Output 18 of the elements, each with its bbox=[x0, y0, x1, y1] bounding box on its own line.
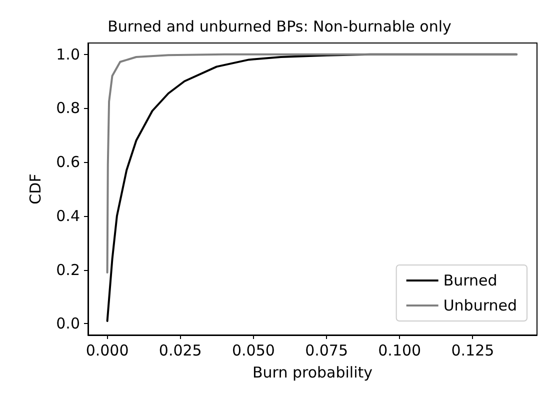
x-tick-label: 0.000 bbox=[86, 342, 129, 360]
line-series bbox=[106, 53, 518, 274]
x-tick-label: 0.075 bbox=[305, 342, 348, 360]
y-axis-title: CDF bbox=[26, 174, 44, 204]
x-tick-label: 0.125 bbox=[451, 342, 494, 360]
x-tick-label: 0.025 bbox=[158, 342, 202, 360]
legend-label: Burned bbox=[443, 272, 498, 290]
y-tick-label: 0.8 bbox=[56, 99, 80, 118]
y-tick-label: 0.2 bbox=[56, 260, 80, 279]
legend-label: Unburned bbox=[443, 296, 518, 314]
x-axis-title: Burn probability bbox=[252, 364, 373, 382]
y-tick-label: 0.4 bbox=[56, 206, 80, 225]
chart-title: Burned and unburned BPs: Non-burnable only bbox=[108, 18, 452, 36]
x-tick-label: 0.100 bbox=[378, 342, 422, 360]
x-tick-label: 0.050 bbox=[232, 342, 275, 360]
y-tick-label: 0.0 bbox=[56, 314, 80, 333]
y-tick-label: 0.6 bbox=[56, 153, 80, 172]
y-tick-label: 1.0 bbox=[56, 45, 80, 64]
